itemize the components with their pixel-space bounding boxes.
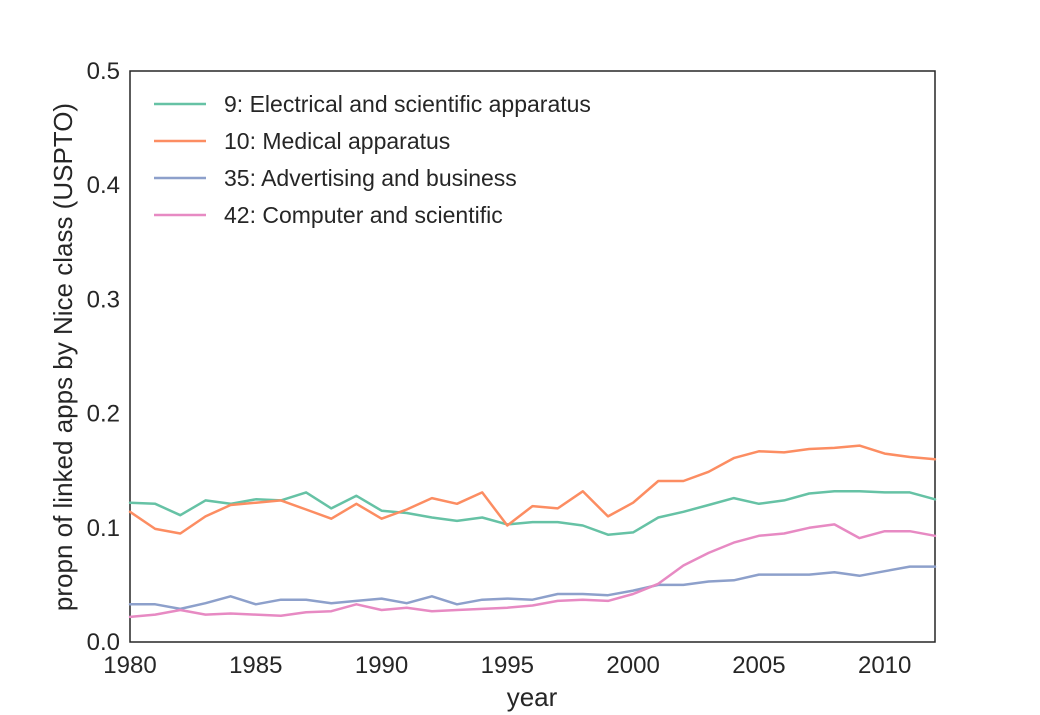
legend-label: 9: Electrical and scientific apparatus (224, 91, 591, 117)
series-lines (128, 444, 937, 619)
legend-label: 35: Advertising and business (224, 165, 517, 191)
legend-label: 10: Medical apparatus (224, 128, 450, 154)
x-tick-label: 1990 (355, 652, 408, 679)
series-line-4 (128, 523, 937, 619)
series-line-3 (128, 565, 937, 611)
x-tick-label: 1985 (229, 652, 282, 679)
y-tick-label: 0.0 (87, 629, 120, 656)
x-axis-label: year (507, 682, 558, 712)
y-tick-label: 0.1 (87, 515, 120, 542)
y-tick-label: 0.5 (87, 58, 120, 85)
x-tick-label: 2010 (858, 652, 911, 679)
y-tick-label: 0.3 (87, 286, 120, 313)
legend-label: 42: Computer and scientific (224, 202, 503, 228)
x-tick-label: 2005 (732, 652, 785, 679)
y-tick-label: 0.4 (87, 172, 120, 199)
series-line-2 (128, 444, 937, 535)
y-tick-label: 0.2 (87, 401, 120, 428)
y-axis-label: propn of linked apps by Nice class (USPT… (48, 103, 78, 611)
x-tick-label: 1995 (481, 652, 534, 679)
x-tick-label: 1980 (103, 652, 156, 679)
x-axis: 1980 1985 1990 1995 2000 2005 2010 (103, 652, 911, 679)
x-tick-label: 2000 (606, 652, 659, 679)
plot-area (129, 70, 936, 643)
y-axis: 0.0 0.1 0.2 0.3 0.4 0.5 (87, 58, 120, 656)
series-line-1 (128, 490, 937, 536)
legend: 9: Electrical and scientific apparatus 10… (154, 91, 591, 228)
